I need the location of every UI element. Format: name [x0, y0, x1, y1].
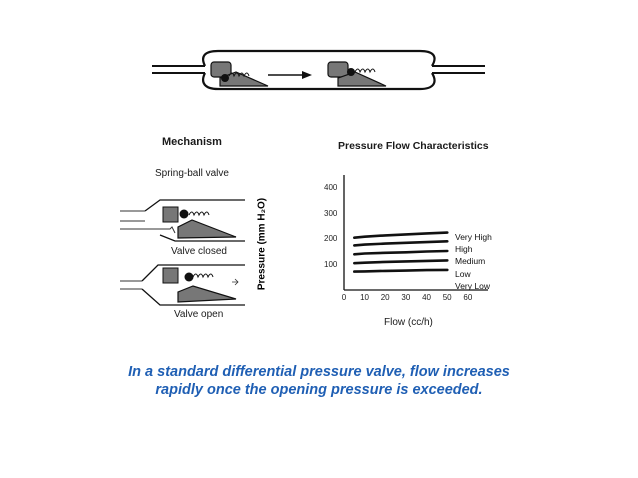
x-tick-label: 40: [422, 293, 431, 302]
series-line-medium: [352, 249, 449, 256]
valve-closed-illustration: [120, 199, 245, 242]
legend-very-low: Very Low: [455, 280, 490, 291]
caption-text: In a standard differential pressure valv…: [128, 364, 510, 398]
legend-low: Low: [455, 268, 471, 279]
valve-open-label: Valve open: [174, 309, 224, 320]
x-axis-label: Flow (cc/h): [384, 317, 433, 328]
x-tick-label: 10: [360, 293, 369, 302]
valve-open-illustration: [120, 264, 245, 306]
valve-tube-illustration: [152, 49, 485, 91]
x-tick-label: 60: [463, 293, 473, 302]
mechanism-title: Mechanism: [162, 136, 222, 148]
series-line-low: [352, 259, 449, 265]
y-tick-label: 200: [324, 234, 338, 243]
spring-ball-valve-label: Spring-ball valve: [155, 168, 229, 179]
y-tick-label: 400: [324, 183, 338, 192]
chart-axes: [343, 175, 488, 291]
x-tick-label: 50: [442, 293, 452, 302]
legend-very-high: Very High: [455, 232, 492, 242]
y-tick-label: 100: [324, 259, 338, 269]
series-line-very-low: [352, 268, 449, 273]
legend-high: High: [455, 244, 473, 255]
y-axis-label: Pressure (mm H₂O): [256, 197, 268, 291]
x-tick-label: 30: [401, 293, 411, 302]
legend-medium: Medium: [455, 256, 486, 267]
series-line-very-high: [352, 231, 449, 239]
series-line-high: [352, 240, 449, 247]
valve-closed-label: Valve closed: [171, 246, 227, 257]
y-tick-label: 300: [324, 208, 338, 218]
chart-series: [352, 231, 449, 273]
x-tick-label: 20: [380, 293, 390, 302]
x-tick-label: 0: [341, 293, 347, 302]
chart-title: Pressure Flow Characteristics: [338, 140, 489, 152]
